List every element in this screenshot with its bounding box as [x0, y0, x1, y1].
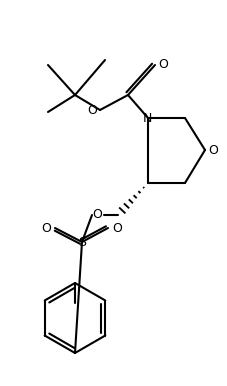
Text: O: O [158, 59, 168, 71]
Text: S: S [78, 235, 86, 249]
Text: O: O [112, 222, 122, 235]
Text: O: O [87, 103, 97, 117]
Text: O: O [41, 222, 51, 235]
Text: N: N [142, 112, 152, 125]
Text: O: O [92, 208, 102, 222]
Text: O: O [208, 144, 218, 156]
